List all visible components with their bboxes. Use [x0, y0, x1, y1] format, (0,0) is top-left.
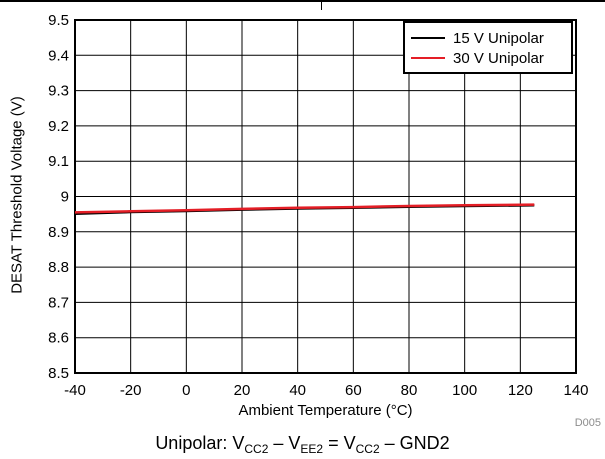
caption-mid-2: = V	[323, 433, 356, 453]
y-tick-label: 9.2	[48, 118, 69, 135]
y-tick-label: 8.5	[48, 365, 69, 382]
legend-swatch-30v	[411, 57, 445, 59]
y-tick-label: 8.6	[48, 330, 69, 347]
legend-label-15v: 15 V Unipolar	[453, 29, 544, 47]
x-tick-label: -40	[64, 382, 86, 399]
figure-caption: Unipolar: VCC2 – VEE2 = VCC2 – GND2	[0, 433, 605, 456]
y-tick-label: 8.7	[48, 294, 69, 311]
y-tick-label: 9.4	[48, 47, 69, 64]
x-tick-label: 40	[289, 382, 306, 399]
y-tick-label: 9.5	[48, 12, 69, 29]
x-axis-label: Ambient Temperature (°C)	[238, 402, 413, 419]
legend-swatch-15v	[411, 37, 445, 39]
plot-frame	[74, 19, 577, 374]
y-tick-label: 9.1	[48, 153, 69, 170]
caption-sub-1: CC2	[244, 442, 269, 456]
x-tick-label: 20	[234, 382, 251, 399]
x-tick-label: 120	[508, 382, 533, 399]
caption-prefix: Unipolar: V	[155, 433, 245, 453]
caption-sub-2: EE2	[300, 442, 324, 456]
legend: 15 V Unipolar 30 V Unipolar	[403, 21, 573, 74]
x-tick-label: 80	[401, 382, 418, 399]
y-tick-label: 8.8	[48, 259, 69, 276]
x-tick-label: -20	[120, 382, 142, 399]
caption-mid-1: – V	[268, 433, 301, 453]
caption-suffix: – GND2	[379, 433, 450, 453]
x-tick-label: 60	[345, 382, 362, 399]
x-tick-label: 100	[452, 382, 477, 399]
x-tick-label: 140	[563, 382, 588, 399]
series-line-30v	[74, 203, 535, 214]
caption-sub-3: CC2	[355, 442, 380, 456]
top-divider	[0, 0, 605, 2]
y-tick-label: 9	[61, 189, 69, 206]
x-tick-label: 0	[182, 382, 190, 399]
legend-item-15v: 15 V Unipolar	[411, 28, 544, 48]
top-divider-tick	[321, 0, 322, 10]
legend-label-30v: 30 V Unipolar	[453, 49, 544, 67]
y-tick-label: 9.3	[48, 83, 69, 100]
figure-code: D005	[574, 417, 601, 429]
legend-item-30v: 30 V Unipolar	[411, 48, 544, 68]
y-tick-label: 8.9	[48, 224, 69, 241]
y-axis-label: DESAT Threshold Voltage (V)	[8, 96, 26, 294]
